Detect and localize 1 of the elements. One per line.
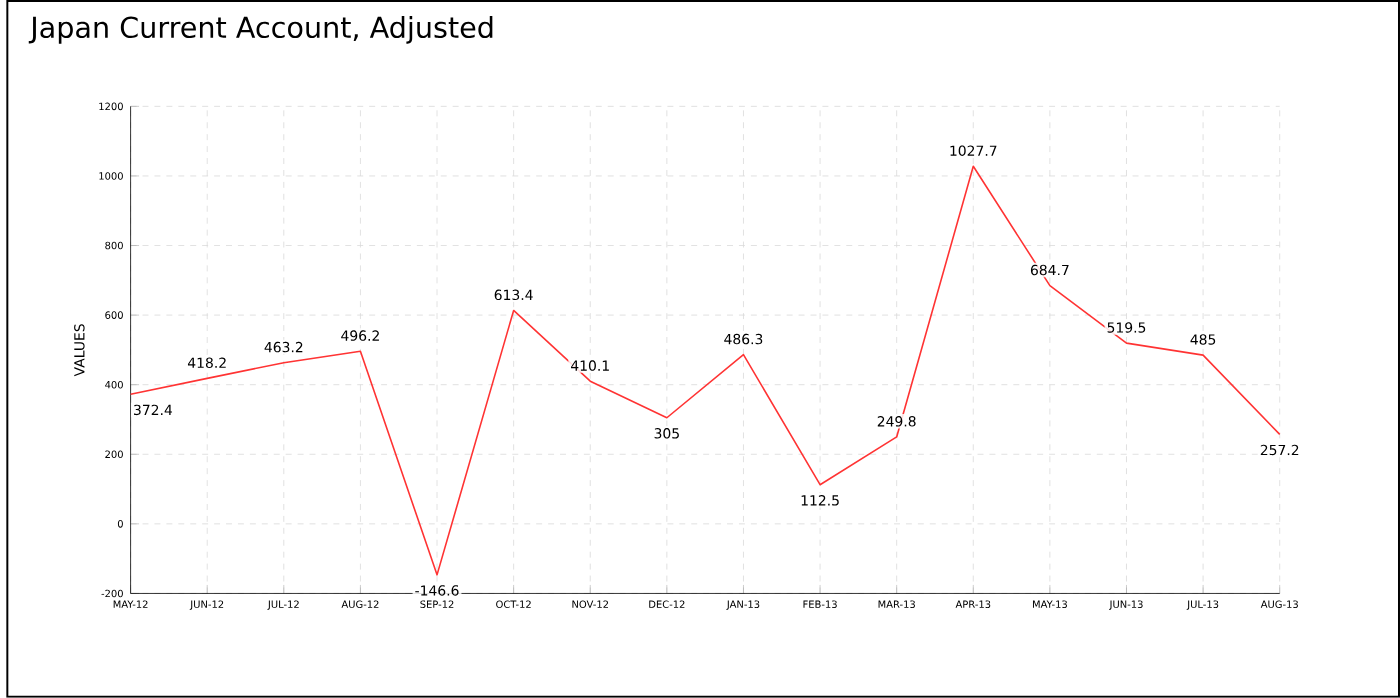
- chart-title: Japan Current Account, Adjusted: [28, 16, 493, 44]
